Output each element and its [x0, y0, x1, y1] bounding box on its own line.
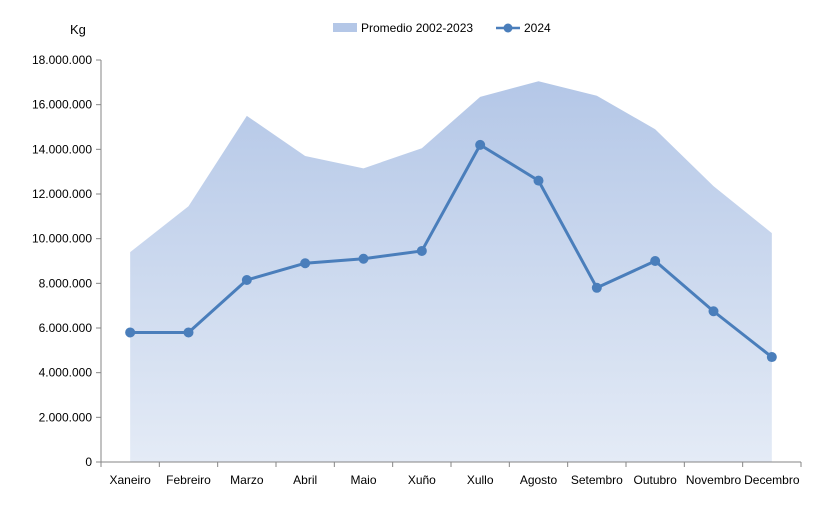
legend-label-line: 2024 [524, 21, 551, 35]
data-point [591, 282, 602, 293]
legend: Promedio 2002-2023 2024 [333, 21, 551, 35]
data-point [358, 253, 369, 264]
x-tick-label: Abril [293, 473, 317, 487]
y-tick-label: 8.000.000 [39, 276, 93, 290]
legend-swatch-marker [503, 23, 513, 33]
x-ticks: Xaneiro Febreiro Marzo Abril Maio Xuño Xullo Ag… [100, 462, 802, 487]
data-point [416, 245, 427, 256]
x-tick-label: Xullo [467, 473, 494, 487]
y-tick-label: 0 [85, 455, 92, 469]
series-area-promedio [130, 81, 772, 462]
data-point [708, 306, 719, 317]
data-point [125, 327, 136, 338]
y-tick-label: 16.000.000 [32, 98, 92, 112]
legend-swatch-area [333, 23, 357, 32]
x-tick-label: Agosto [520, 473, 558, 487]
y-tick-label: 6.000.000 [39, 321, 93, 335]
y-tick-label: 18.000.000 [32, 53, 92, 67]
series-line-2024 [130, 143, 773, 359]
x-tick-label: Novembro [686, 473, 742, 487]
x-tick-label: Outubro [633, 473, 677, 487]
y-tick-label: 2.000.000 [39, 410, 93, 424]
data-point [241, 274, 252, 285]
unit-label: Kg [70, 22, 86, 37]
x-tick-label: Marzo [230, 473, 264, 487]
legend-label-area: Promedio 2002-2023 [361, 21, 473, 35]
x-tick-label: Xuño [408, 473, 436, 487]
x-tick-label: Setembro [571, 473, 623, 487]
data-point [533, 175, 544, 186]
y-ticks: 0 2.000.000 4.000.000 6.000.000 8.000.000 10.… [32, 53, 101, 469]
data-point [475, 139, 486, 150]
y-tick-label: 14.000.000 [32, 142, 92, 156]
data-point [650, 256, 661, 266]
data-point [766, 352, 777, 363]
x-tick-label: Decembro [744, 473, 800, 487]
y-tick-label: 12.000.000 [32, 187, 92, 201]
data-point [183, 327, 194, 338]
x-tick-label: Febreiro [166, 473, 211, 487]
x-tick-label: Maio [350, 473, 376, 487]
data-point [300, 258, 311, 269]
y-tick-label: 4.000.000 [39, 366, 93, 380]
y-tick-label: 10.000.000 [32, 232, 92, 246]
x-tick-label: Xaneiro [109, 473, 151, 487]
series-points-2024 [125, 139, 777, 363]
